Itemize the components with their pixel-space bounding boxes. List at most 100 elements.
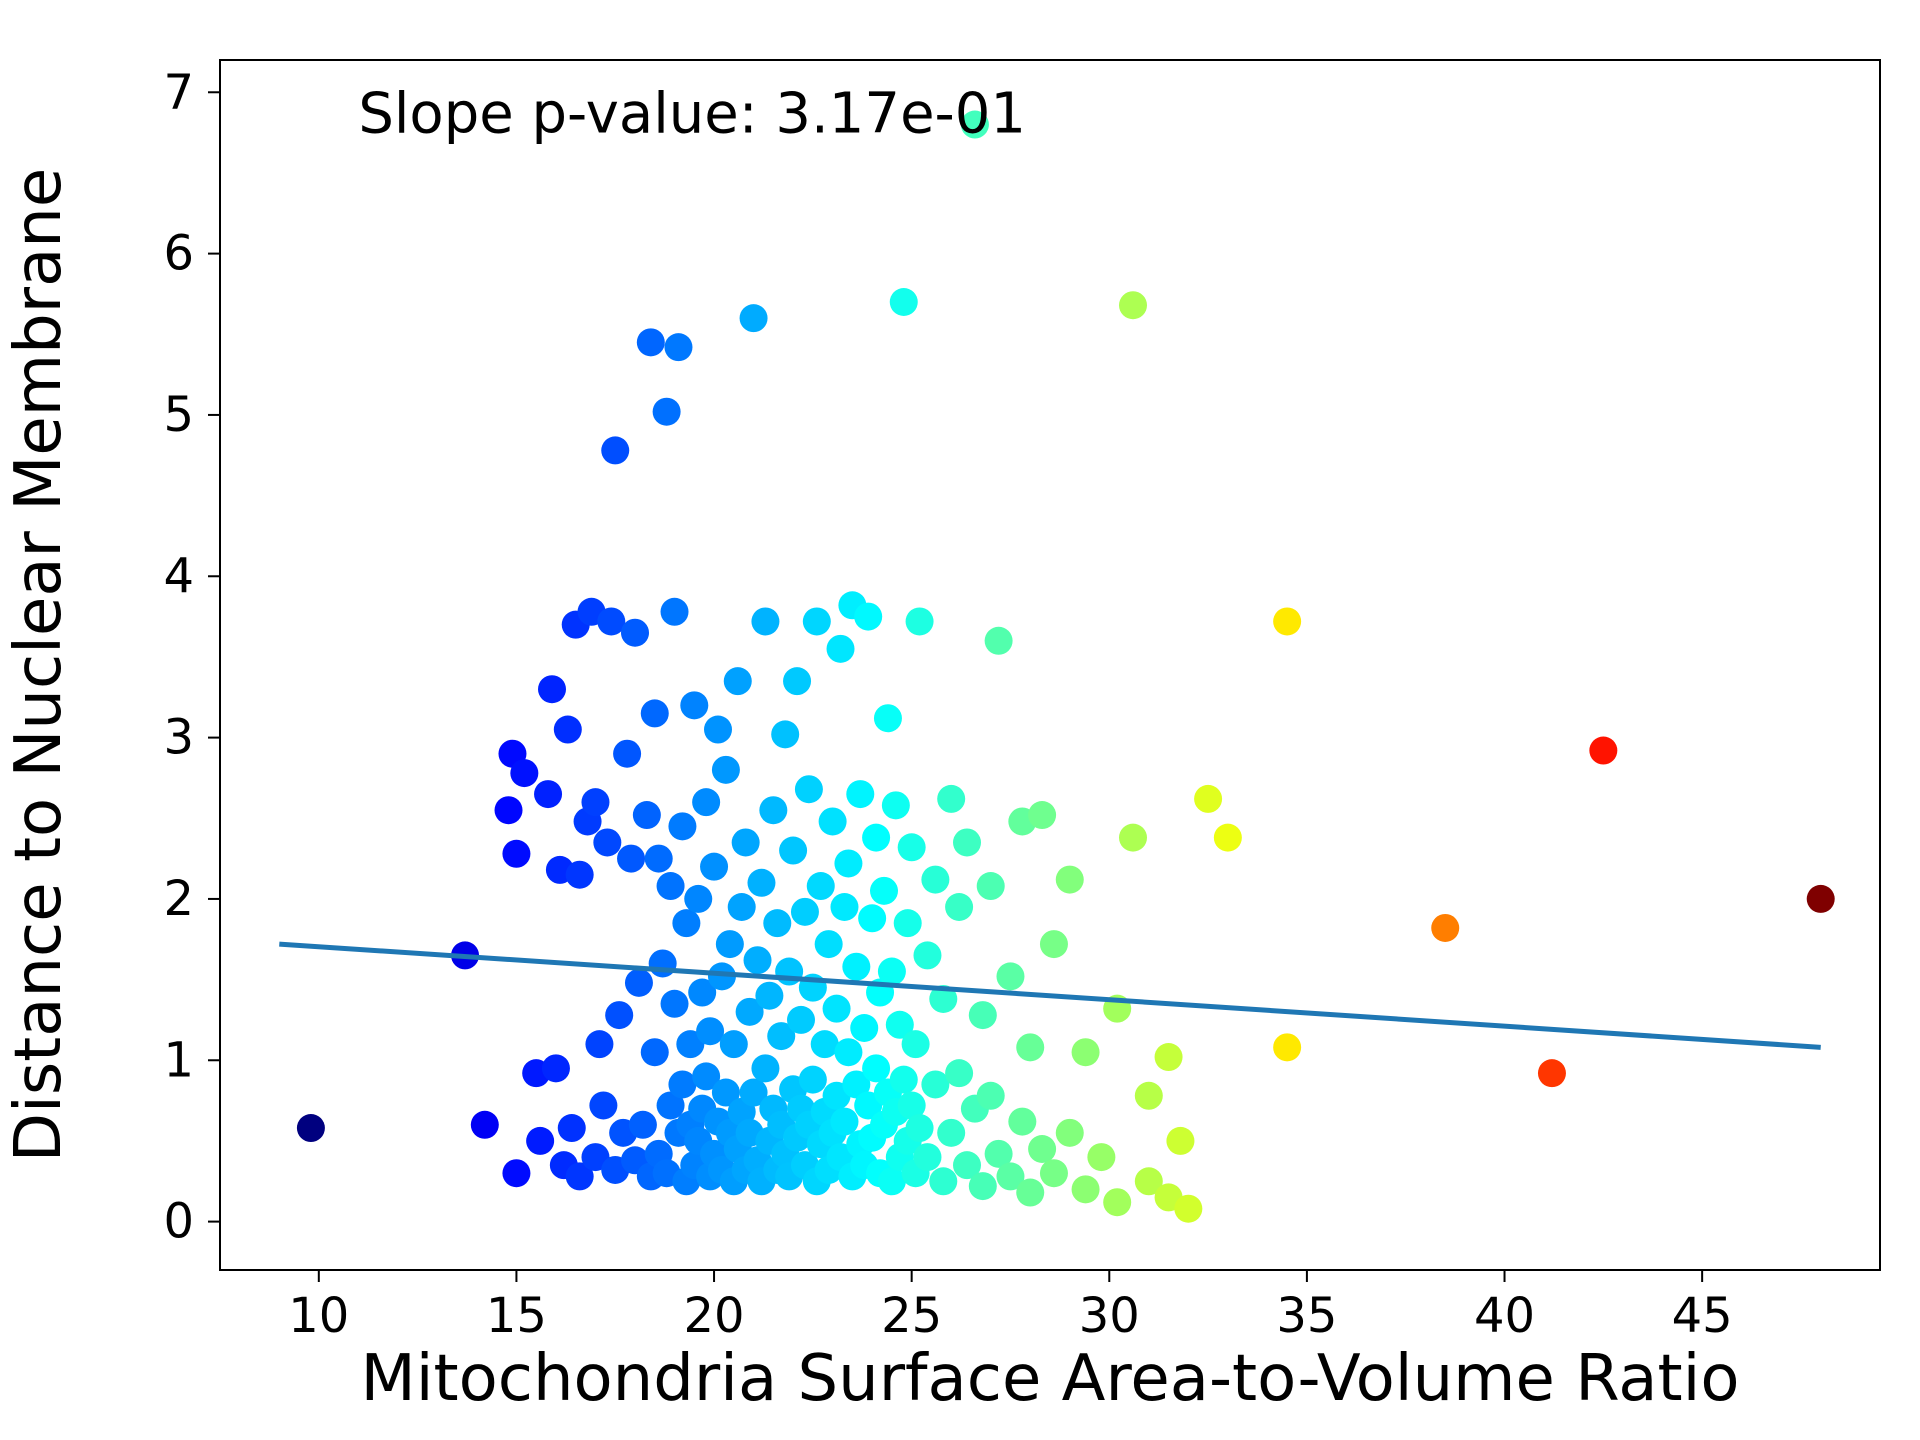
scatter-point — [740, 304, 768, 332]
x-tick-label: 15 — [486, 1288, 547, 1344]
scatter-point — [1431, 914, 1459, 942]
scatter-point — [668, 1070, 696, 1098]
scatter-point — [985, 627, 1013, 655]
scatter-point — [605, 1001, 633, 1029]
scatter-point — [684, 885, 712, 913]
scatter-point — [526, 1127, 554, 1155]
scatter-point — [902, 1030, 930, 1058]
scatter-point — [1807, 885, 1835, 913]
scatter-point — [894, 909, 922, 937]
scatter-point — [589, 1091, 617, 1119]
x-tick-label: 25 — [881, 1288, 942, 1344]
scatter-point — [747, 869, 775, 897]
x-tick-label: 35 — [1276, 1288, 1337, 1344]
scatter-point — [898, 833, 926, 861]
scatter-point — [830, 893, 858, 921]
scatter-point — [1103, 1188, 1131, 1216]
scatter-point — [1589, 737, 1617, 765]
scatter-point — [969, 1001, 997, 1029]
x-tick-label: 30 — [1079, 1288, 1140, 1344]
scatter-point — [641, 699, 669, 727]
scatter-point — [1135, 1082, 1163, 1110]
scatter-point — [830, 1108, 858, 1136]
scatter-point — [1538, 1059, 1566, 1087]
scatter-point — [850, 1014, 878, 1042]
scatter-point — [700, 853, 728, 881]
scatter-point — [977, 872, 1005, 900]
scatter-point — [854, 603, 882, 631]
scatter-point — [862, 1054, 890, 1082]
x-tick-label: 45 — [1672, 1288, 1733, 1344]
scatter-point — [1119, 291, 1147, 319]
scatter-point — [696, 1017, 724, 1045]
scatter-point — [906, 607, 934, 635]
scatter-point — [953, 828, 981, 856]
scatter-point — [649, 949, 677, 977]
scatter-point — [1119, 824, 1147, 852]
x-tick-label: 20 — [684, 1288, 745, 1344]
scatter-point — [1040, 1159, 1068, 1187]
scatter-point — [906, 1114, 934, 1142]
scatter-point — [712, 756, 740, 784]
scatter-point — [913, 941, 941, 969]
y-tick-label: 4 — [163, 548, 194, 604]
scatter-point — [1155, 1043, 1183, 1071]
scatter-point — [1016, 1033, 1044, 1061]
scatter-point — [645, 845, 673, 873]
scatter-point — [1008, 1108, 1036, 1136]
scatter-point — [803, 607, 831, 635]
scatter-point — [799, 1066, 827, 1094]
scatter-point — [1056, 866, 1084, 894]
scatter-point — [558, 1114, 586, 1142]
scatter-point — [1194, 785, 1222, 813]
scatter-point — [815, 930, 843, 958]
scatter-point — [870, 877, 898, 905]
scatter-point — [937, 1119, 965, 1147]
scatter-point — [945, 1059, 973, 1087]
scatter-point — [704, 716, 732, 744]
scatter-point — [495, 796, 523, 824]
scatter-point — [996, 962, 1024, 990]
scatter-point — [882, 791, 910, 819]
annotation-text: Slope p-value: 3.17e-01 — [358, 82, 1026, 147]
scatter-point — [633, 801, 661, 829]
scatter-point — [842, 953, 870, 981]
scatter-point — [664, 333, 692, 361]
scatter-point — [787, 1006, 815, 1034]
scatter-point — [890, 1066, 918, 1094]
scatter-point — [811, 1030, 839, 1058]
scatter-point — [921, 866, 949, 894]
chart-svg: 101520253035404501234567Mitochondria Sur… — [0, 0, 1920, 1440]
scatter-point — [680, 691, 708, 719]
y-axis-label: Distance to Nuclear Membrane — [2, 168, 76, 1162]
scatter-point — [637, 328, 665, 356]
scatter-point — [502, 840, 530, 868]
scatter-point — [672, 909, 700, 937]
scatter-point — [771, 720, 799, 748]
y-tick-label: 1 — [163, 1032, 194, 1088]
y-tick-label: 0 — [163, 1194, 194, 1250]
scatter-point — [668, 812, 696, 840]
scatter-point — [1166, 1127, 1194, 1155]
scatter-point — [878, 958, 906, 986]
scatter-point — [613, 740, 641, 768]
scatter-point — [724, 667, 752, 695]
scatter-point — [1174, 1195, 1202, 1223]
x-tick-label: 40 — [1474, 1288, 1535, 1344]
y-tick-label: 2 — [163, 871, 194, 927]
scatter-point — [977, 1082, 1005, 1110]
scatter-point — [601, 436, 629, 464]
scatter-point — [1273, 1033, 1301, 1061]
scatter-point — [510, 759, 538, 787]
scatter-point — [834, 849, 862, 877]
scatter-point — [929, 1167, 957, 1195]
scatter-point — [534, 780, 562, 808]
scatter-point — [1016, 1179, 1044, 1207]
scatter-point — [566, 861, 594, 889]
scatter-point — [759, 796, 787, 824]
scatter-point — [732, 828, 760, 856]
scatter-point — [795, 775, 823, 803]
scatter-point — [653, 398, 681, 426]
scatter-point — [1072, 1038, 1100, 1066]
scatter-point — [502, 1159, 530, 1187]
